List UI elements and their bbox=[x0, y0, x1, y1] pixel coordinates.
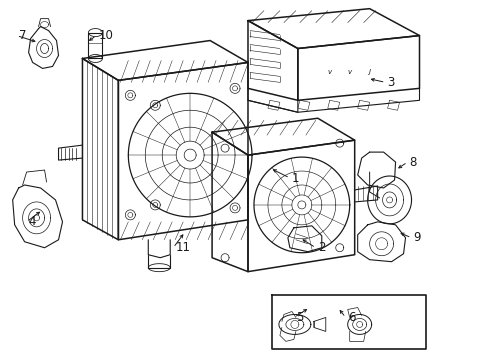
Text: 11: 11 bbox=[175, 241, 190, 254]
Text: 1: 1 bbox=[292, 171, 299, 185]
Text: 8: 8 bbox=[410, 156, 417, 168]
Text: 10: 10 bbox=[98, 29, 113, 42]
Text: 2: 2 bbox=[318, 241, 325, 254]
Text: 9: 9 bbox=[414, 231, 421, 244]
Text: v: v bbox=[347, 69, 352, 75]
Text: J: J bbox=[368, 69, 371, 75]
Text: 7: 7 bbox=[19, 29, 26, 42]
Text: 5: 5 bbox=[296, 311, 303, 324]
Text: 3: 3 bbox=[388, 76, 395, 89]
Text: 4: 4 bbox=[28, 215, 36, 228]
Text: v: v bbox=[328, 69, 332, 75]
Text: 6: 6 bbox=[348, 311, 355, 324]
